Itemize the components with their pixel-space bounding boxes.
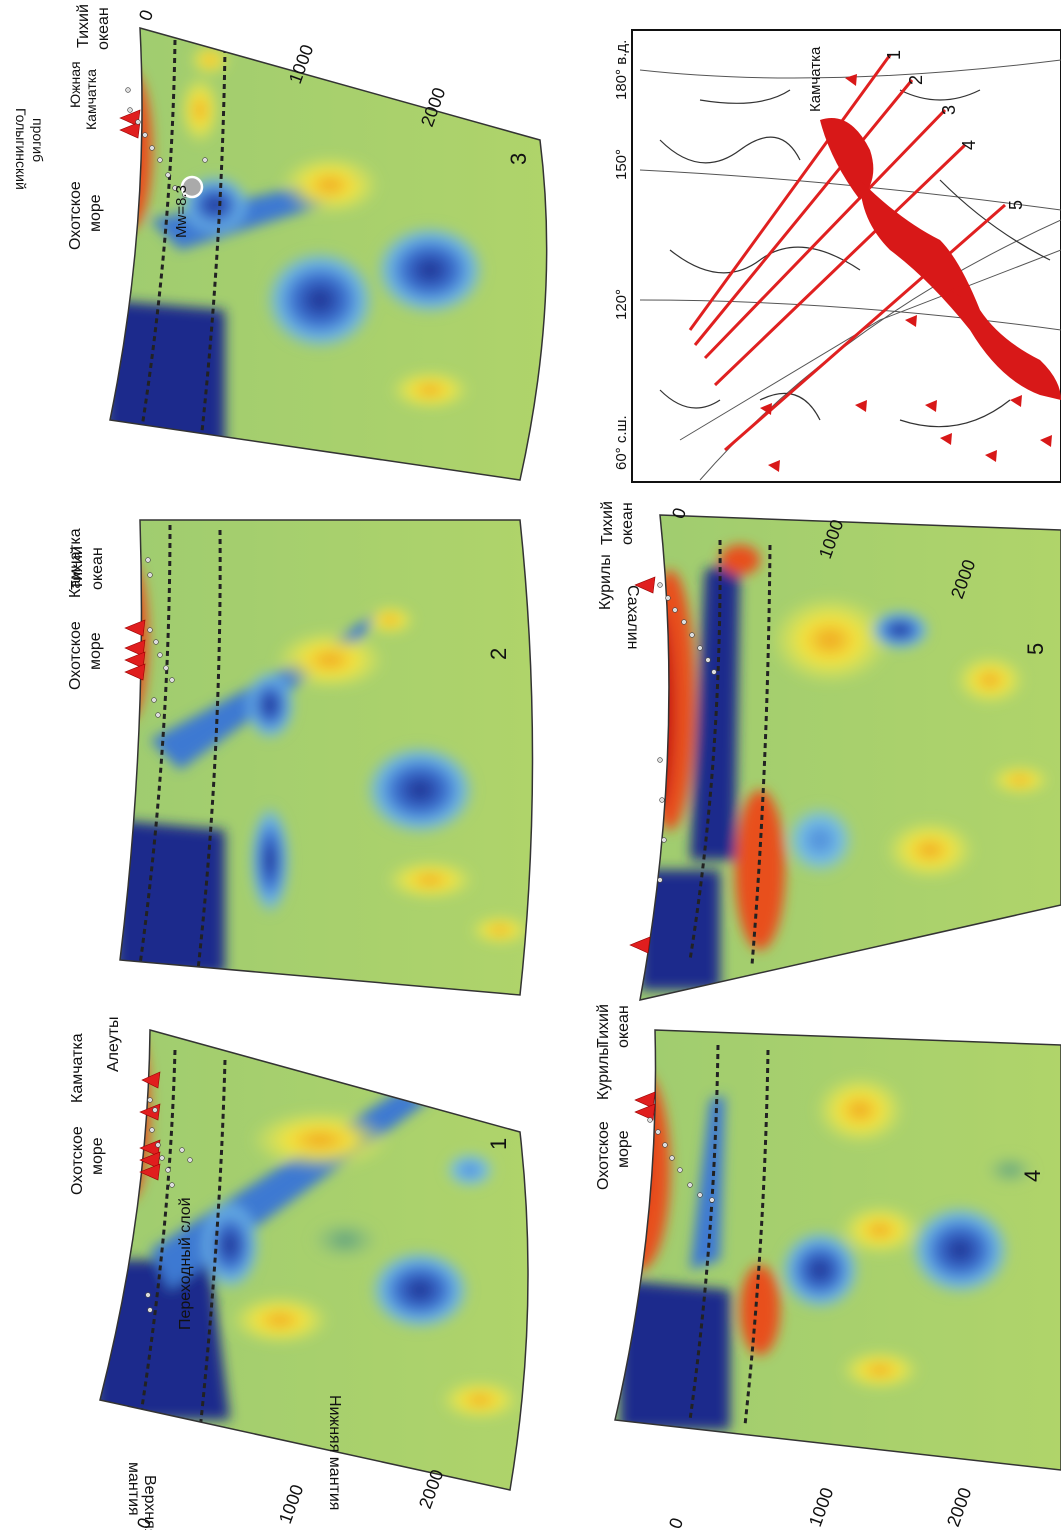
panel-4-number: 4 (1020, 1170, 1045, 1182)
panel-1-sea-label: Охотское (69, 1126, 86, 1195)
panel-1-depth-1000: 1000 (275, 1482, 307, 1526)
map-lon-120: 120° (613, 289, 630, 320)
profile-number-2: 2 (906, 75, 926, 85)
panel-3-trough-label: Голыгинский (13, 108, 29, 190)
panel-2-kamchatka-label: Камчатка (67, 528, 84, 598)
panel-1-depth-2000: 2000 (415, 1467, 447, 1511)
volcano-markers (760, 74, 1052, 472)
section-panel-4 (614, 1029, 1061, 1471)
panel-4-depth-1000: 1000 (805, 1485, 837, 1529)
panel-1-kamchatka-label: Камчатка (69, 1033, 86, 1103)
panel-4-depth-0: 0 (665, 1515, 687, 1530)
panel-3-number: 3 (506, 153, 531, 165)
transition-zone-label: Переходный слой (177, 1197, 194, 1330)
panel-4-kurils-label: Курилы (595, 1044, 612, 1100)
magnitude-label: Mw=8.3 (173, 185, 190, 238)
panel-4-sea-label-2: море (615, 1130, 632, 1168)
profile-number-1: 1 (884, 50, 904, 60)
panel-2-sea-label: Охотское (67, 621, 84, 690)
panel-1-sea-label-2: море (89, 1137, 106, 1175)
panel-3-ocean-label-2: океан (95, 7, 112, 50)
map-lon-150: 150° (613, 149, 630, 180)
map-kamchatka-label: Камчатка (807, 46, 824, 112)
panel-4-depth-2000: 2000 (943, 1485, 975, 1529)
panel-3-sea-label: Охотское (67, 181, 84, 250)
panel-3-kamchatka-label: Камчатка (83, 69, 99, 130)
panel-3-depth-0: 0 (135, 7, 157, 23)
map-labels: 180° в.д. 150° 120° 60° с.ш. Камчатка 1 … (613, 40, 1026, 470)
profile-number-4: 4 (959, 140, 979, 150)
section-panel-2 (119, 519, 534, 996)
location-map (631, 29, 1061, 483)
panel-4-ocean-label-2: океан (615, 1005, 632, 1048)
panel-2-labels: Охотское море Камчатка Тихий океан 2 (67, 528, 511, 690)
panel-5-kurils-label: Курилы (597, 554, 614, 610)
panel-2-ocean-label-2: океан (89, 547, 106, 590)
lower-mantle-label: Нижняя мантия (326, 1395, 343, 1510)
section-panel-3 (109, 26, 548, 481)
panel-3-trough-label-2: прогиб (30, 118, 46, 162)
section-panel-1 (99, 1029, 529, 1491)
panel-5-ocean-label-2: океан (619, 502, 636, 545)
upper-mantle-label-2: мантия (125, 1462, 142, 1516)
panel-5-number: 5 (1023, 643, 1048, 655)
panel-2-sea-label-2: море (87, 632, 104, 670)
panel-3-labels: Охотское море Голыгинский прогиб Южная К… (13, 4, 531, 250)
upper-mantle-label: Верхняя (141, 1475, 158, 1530)
panel-3-ocean-label: Тихий (75, 4, 92, 48)
panel-3-sea-label-2: море (87, 194, 104, 232)
profile-number-5: 5 (1006, 200, 1026, 210)
panel-5-ocean-label: Тихий (599, 501, 616, 545)
map-lat-60: 60° с.ш. (613, 415, 630, 470)
panel-3-south-label: Южная (67, 61, 83, 108)
map-lon-180: 180° в.д. (613, 40, 630, 100)
panel-4-sea-label: Охотское (595, 1121, 612, 1190)
panel-2-ocean-label: Тихий (69, 546, 86, 590)
section-panel-5 (629, 514, 1061, 1001)
panel-5-sakhalin-label: Сахалин (624, 585, 641, 649)
profile-number-3: 3 (939, 105, 959, 115)
panel-4-ocean-label: Тихий (595, 1004, 612, 1048)
panel-1-number: 1 (486, 1138, 511, 1150)
panel-2-number: 2 (486, 648, 511, 660)
panel-1-aleutians-label: Алеуты (105, 1016, 122, 1072)
